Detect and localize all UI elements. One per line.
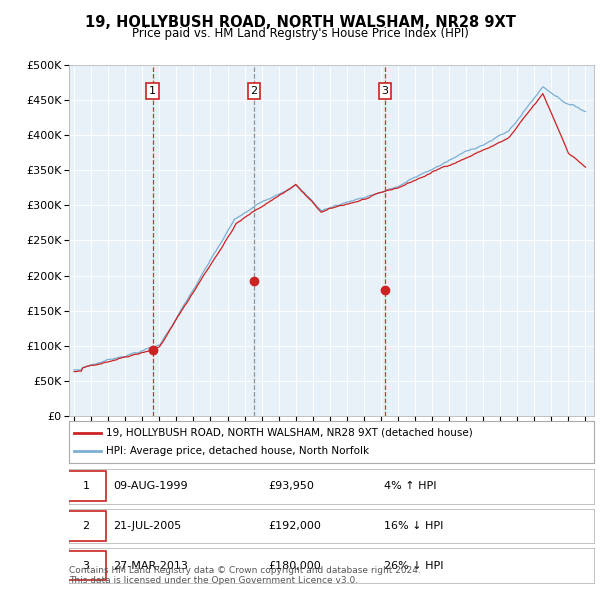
Text: 19, HOLLYBUSH ROAD, NORTH WALSHAM, NR28 9XT (detached house): 19, HOLLYBUSH ROAD, NORTH WALSHAM, NR28 … — [106, 428, 473, 438]
Text: 27-MAR-2013: 27-MAR-2013 — [113, 560, 188, 571]
Text: 3: 3 — [382, 86, 388, 96]
Text: 3: 3 — [83, 560, 89, 571]
Text: 1: 1 — [83, 481, 89, 491]
Text: Contains HM Land Registry data © Crown copyright and database right 2024.
This d: Contains HM Land Registry data © Crown c… — [69, 566, 421, 585]
Text: 4% ↑ HPI: 4% ↑ HPI — [384, 481, 437, 491]
Text: £192,000: £192,000 — [269, 521, 322, 531]
Text: HPI: Average price, detached house, North Norfolk: HPI: Average price, detached house, Nort… — [106, 446, 369, 456]
FancyBboxPatch shape — [67, 550, 106, 581]
Text: 2: 2 — [83, 521, 89, 531]
Text: 2: 2 — [250, 86, 257, 96]
Text: 1: 1 — [149, 86, 156, 96]
Text: 26% ↓ HPI: 26% ↓ HPI — [384, 560, 443, 571]
Text: £180,000: £180,000 — [269, 560, 321, 571]
Text: £93,950: £93,950 — [269, 481, 314, 491]
Text: 19, HOLLYBUSH ROAD, NORTH WALSHAM, NR28 9XT: 19, HOLLYBUSH ROAD, NORTH WALSHAM, NR28 … — [85, 15, 515, 30]
Text: Price paid vs. HM Land Registry's House Price Index (HPI): Price paid vs. HM Land Registry's House … — [131, 27, 469, 40]
Text: 21-JUL-2005: 21-JUL-2005 — [113, 521, 182, 531]
FancyBboxPatch shape — [67, 511, 106, 541]
Text: 09-AUG-1999: 09-AUG-1999 — [113, 481, 188, 491]
FancyBboxPatch shape — [67, 471, 106, 502]
Text: 16% ↓ HPI: 16% ↓ HPI — [384, 521, 443, 531]
